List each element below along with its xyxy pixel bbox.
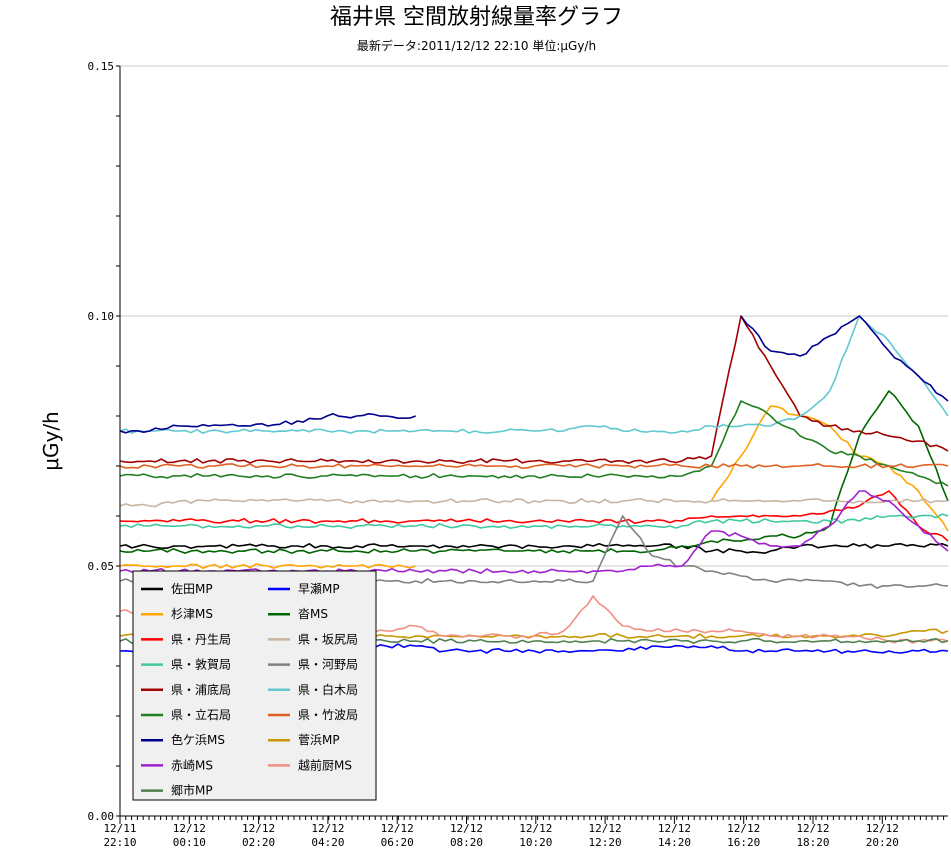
y-axis-label: μGy/h xyxy=(39,411,63,470)
x-tick-label-time: 10:20 xyxy=(519,836,552,849)
legend-entry: 県・丹生局 xyxy=(171,632,231,646)
x-tick-label-date: 12/12 xyxy=(589,822,622,835)
x-tick-label-time: 12:20 xyxy=(589,836,622,849)
series-path xyxy=(119,497,949,508)
y-tick-label: 0.10 xyxy=(88,310,115,323)
legend-entry: 越前厨MS xyxy=(298,757,352,772)
series-path xyxy=(119,490,949,542)
x-tick-label-date: 12/11 xyxy=(103,822,136,835)
series-path xyxy=(119,542,949,555)
chart-subtitle: 最新データ:2011/12/12 22:10 単位:μGy/h xyxy=(356,39,597,53)
x-tick-label-time: 04:20 xyxy=(311,836,344,849)
series-line xyxy=(119,315,949,434)
x-tick-label-date: 12/12 xyxy=(658,822,691,835)
x-tick-label-time: 06:20 xyxy=(381,836,414,849)
x-tick-label-date: 12/12 xyxy=(727,822,760,835)
legend-box xyxy=(132,570,377,801)
series-path xyxy=(119,315,949,465)
x-tick-label-date: 12/12 xyxy=(450,822,483,835)
x-tick-label-time: 00:10 xyxy=(173,836,206,849)
x-tick-label-date: 12/12 xyxy=(173,822,206,835)
series-line xyxy=(119,490,949,575)
legend-entry: 県・立石局 xyxy=(171,707,231,722)
legend-entry: 佐田MP xyxy=(171,582,213,596)
legend-entry: 郷市MP xyxy=(171,783,213,798)
series-line xyxy=(119,497,949,508)
x-tick-label-time: 08:20 xyxy=(450,836,483,849)
legend-entry: 色ケ浜MS xyxy=(171,733,225,747)
series-path xyxy=(119,400,949,487)
legend-entry: 赤崎MS xyxy=(171,758,213,772)
series-line xyxy=(119,513,949,530)
x-tick-label-time: 18:20 xyxy=(796,836,829,849)
series-line xyxy=(119,400,949,487)
x-tick-label-date: 12/12 xyxy=(796,822,829,835)
chart-title: 福井県 空間放射線量率グラフ xyxy=(330,5,623,30)
axes: 0.000.050.100.1512/1122:1012/1200:1012/1… xyxy=(39,60,948,849)
series-line xyxy=(119,490,949,542)
series-line xyxy=(119,462,949,470)
legend-entry: 県・竹波局 xyxy=(298,708,358,722)
x-tick-label-date: 12/12 xyxy=(519,822,552,835)
series-line xyxy=(119,315,949,435)
series-path xyxy=(119,513,949,530)
series-path xyxy=(119,490,949,575)
x-tick-label-date: 12/12 xyxy=(311,822,344,835)
y-tick-label: 0.15 xyxy=(88,60,115,73)
grid-lines xyxy=(120,65,948,567)
series-path xyxy=(119,315,949,435)
legend-entry: 杉津MS xyxy=(171,607,213,621)
series-line xyxy=(119,542,949,555)
legend-entry: 県・浦底局 xyxy=(171,682,231,697)
legend-entry: 菅浜MP xyxy=(298,733,340,747)
series-path xyxy=(119,390,949,555)
y-tick-label: 0.00 xyxy=(88,810,115,823)
series-line xyxy=(119,315,949,465)
legend-entry: 県・河野局 xyxy=(298,658,358,672)
legend-entry: 県・敦賀局 xyxy=(171,657,231,672)
legend-entry: 県・白木局 xyxy=(298,682,358,697)
x-tick-label-date: 12/12 xyxy=(381,822,414,835)
x-tick-label-date: 12/12 xyxy=(866,822,899,835)
x-tick-label-time: 22:10 xyxy=(103,836,136,849)
legend-entry: 沓MS xyxy=(298,607,328,621)
x-tick-label-time: 20:20 xyxy=(866,836,899,849)
series-path xyxy=(119,462,949,470)
series-line xyxy=(119,390,949,555)
x-tick-label-time: 14:20 xyxy=(658,836,691,849)
series-path xyxy=(740,315,949,402)
x-tick-label-time: 16:20 xyxy=(727,836,760,849)
series-path xyxy=(119,563,416,570)
legend-entry: 早瀬MP xyxy=(298,582,340,596)
y-tick-label: 0.05 xyxy=(88,560,115,573)
x-tick-label-time: 02:20 xyxy=(242,836,275,849)
x-tick-label-date: 12/12 xyxy=(242,822,275,835)
legend-entry: 県・坂尻局 xyxy=(298,632,358,646)
series-path xyxy=(119,412,416,434)
